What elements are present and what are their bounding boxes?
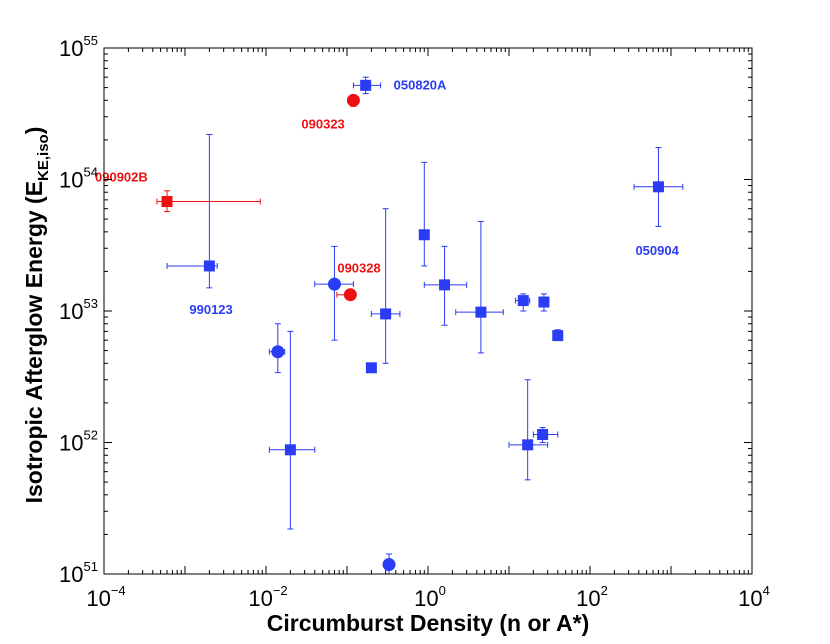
y-tick-label-exponent: 51 [84, 559, 98, 574]
data-point-square [365, 362, 377, 374]
data-point-circle [271, 345, 285, 359]
y-axis-title: Isotropic Afterglow Energy (EKE,iso) [21, 127, 52, 504]
x-axis-title: Circumburst Density (n or A*) [267, 610, 589, 636]
data-point-circle [382, 558, 396, 572]
y-tick-label-exponent: 54 [84, 165, 98, 180]
y-tick-label-exponent: 55 [84, 33, 98, 48]
x-tick-label-base: 10 [248, 586, 272, 611]
point-label: 050820A [394, 77, 447, 92]
y-tick-label-base: 10 [59, 431, 83, 456]
x-tick-label-exponent: −2 [273, 583, 288, 598]
x-tick-label-exponent: 2 [601, 583, 608, 598]
data-point-square [552, 330, 564, 342]
annotations-layer: 050820A 090323 090902B 990123 050904 090328 [95, 77, 680, 317]
y-tick-label-base: 10 [59, 299, 83, 324]
y-tick-label: 1055 [59, 33, 98, 61]
y-tick-label: 1054 [59, 165, 98, 193]
x-tick-label: 10−4 [86, 583, 125, 611]
data-point-square [284, 444, 296, 456]
data-point-square [439, 279, 451, 291]
data-point-circle [343, 288, 357, 302]
data-point-square [537, 429, 549, 441]
x-tick-label-exponent: 4 [763, 583, 770, 598]
data-point-square [538, 296, 550, 308]
x-tick-label-base: 10 [414, 586, 438, 611]
x-tick-label-base: 10 [86, 586, 110, 611]
y-tick-label-exponent: 52 [84, 428, 98, 443]
point-label: 050904 [635, 243, 679, 258]
y-tick-label: 1052 [59, 428, 98, 456]
data-point-square [418, 229, 430, 241]
y-tick-label-base: 10 [59, 36, 83, 61]
data-point-circle [327, 277, 341, 291]
x-tick-label: 104 [738, 583, 770, 611]
point-label: 090323 [301, 116, 344, 131]
error-bars-layer [156, 76, 684, 575]
data-point-square [161, 196, 173, 208]
x-tick-label-exponent: 0 [439, 583, 446, 598]
y-axis-title-main: Isotropic Afterglow Energy (E [21, 181, 47, 503]
point-label: 090328 [337, 261, 380, 276]
data-point-square [203, 260, 215, 272]
data-point-square [360, 79, 372, 91]
point-label: 990123 [189, 302, 232, 317]
y-axis-title-subscript: KE,iso [35, 134, 52, 181]
y-tick-label-base: 10 [59, 168, 83, 193]
data-point-square [380, 308, 392, 320]
x-tick-label-base: 10 [576, 586, 600, 611]
data-point-square [517, 295, 529, 307]
point-label: 090902B [95, 170, 148, 185]
markers-layer [161, 79, 664, 572]
y-tick-label-exponent: 53 [84, 296, 98, 311]
x-tick-label-exponent: −4 [111, 583, 126, 598]
y-tick-label: 1053 [59, 296, 98, 324]
data-point-circle [346, 93, 360, 107]
x-tick-label: 10−2 [248, 583, 287, 611]
x-tick-label-base: 10 [738, 586, 762, 611]
x-tick-label: 102 [576, 583, 608, 611]
y-tick-label-base: 10 [59, 562, 83, 587]
data-point-square [522, 439, 534, 451]
x-tick-label: 100 [414, 583, 446, 611]
y-tick-label: 1051 [59, 559, 98, 587]
data-point-square [652, 181, 664, 193]
data-point-square [475, 306, 487, 318]
y-axis-title-end: ) [21, 127, 47, 135]
